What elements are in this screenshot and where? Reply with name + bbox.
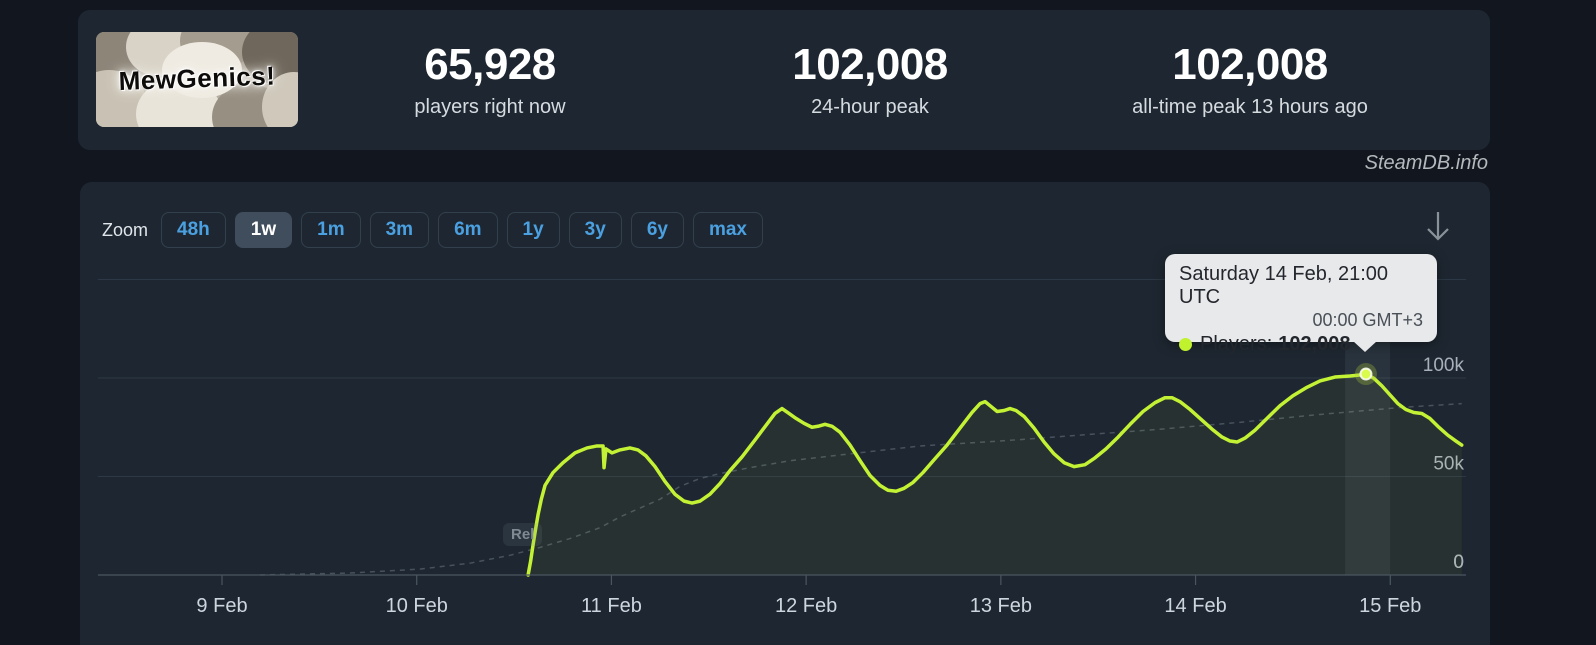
players-area-fill	[528, 374, 1462, 575]
current-players-label: players right now	[414, 95, 566, 118]
x-axis-label: 13 Feb	[970, 595, 1032, 617]
capsule-art-blob	[162, 42, 242, 98]
zoom-range-button-max[interactable]: max	[692, 212, 763, 248]
series-color-dot-icon	[1179, 338, 1192, 351]
y-axis-label: 0	[1453, 552, 1464, 573]
stat-24h-peak: 102,008 24-hour peak	[680, 40, 1060, 118]
zoom-range-button-1m[interactable]: 1m	[301, 212, 361, 248]
x-axis-label: 9 Feb	[196, 595, 247, 617]
header-panel: MewGenics! 65,928 players right now 102,…	[78, 10, 1490, 150]
stats-row: 65,928 players right now 102,008 24-hour…	[300, 10, 1440, 150]
alltime-peak-value: 102,008	[1172, 40, 1328, 90]
zoom-range-button-1y[interactable]: 1y	[506, 212, 560, 248]
tooltip-players-value: 102,008	[1278, 333, 1351, 355]
zoom-label: Zoom	[102, 219, 149, 240]
release-marker-badge: Rel	[503, 523, 543, 546]
tooltip-players-row: Players: 102,008	[1179, 333, 1423, 356]
players-line	[526, 372, 1464, 577]
game-title: MewGenics!	[118, 60, 276, 96]
y-axis-label-zero: 0	[1453, 552, 1464, 573]
steamdb-credit: SteamDB.info	[1364, 152, 1488, 174]
stat-current-players: 65,928 players right now	[300, 40, 680, 118]
x-axis-label: 15 Feb	[1359, 595, 1421, 617]
stat-alltime-peak: 102,008 all-time peak 13 hours ago	[1060, 40, 1440, 118]
y-axis-label: 100k	[1423, 355, 1465, 376]
zoom-range-button-48h[interactable]: 48h	[161, 212, 226, 248]
download-chart-icon[interactable]	[1423, 208, 1453, 251]
zoom-range-button-1w[interactable]: 1w	[234, 212, 293, 248]
zoom-range-button-6m[interactable]: 6m	[438, 212, 498, 248]
alltime-peak-label: all-time peak 13 hours ago	[1132, 95, 1368, 118]
hover-marker-dot[interactable]	[1359, 367, 1373, 381]
tooltip-series-label: Players:	[1200, 333, 1273, 355]
zoom-range-button-3m[interactable]: 3m	[369, 212, 430, 248]
x-axis-label: 14 Feb	[1164, 595, 1226, 617]
zoom-range-button-6y[interactable]: 6y	[630, 212, 684, 248]
y-axis-label: 50k	[1433, 454, 1464, 475]
chart-tooltip: Saturday 14 Feb, 21:00 UTC 00:00 GMT+3 P…	[1165, 254, 1437, 355]
x-axis-label: 11 Feb	[581, 595, 642, 617]
peak-24h-label: 24-hour peak	[811, 95, 929, 118]
peak-24h-value: 102,008	[792, 40, 948, 90]
trend-dashed-line	[259, 402, 1462, 576]
tooltip-local-time: 00:00 GMT+3	[1312, 310, 1423, 330]
tooltip-datetime: Saturday 14 Feb, 21:00 UTC	[1179, 263, 1389, 308]
zoom-range-button-3y[interactable]: 3y	[568, 212, 622, 248]
zoom-range-toolbar: Zoom 48h 1w 1m 3m 6m 1y 3y 6y max	[102, 212, 763, 248]
x-axis-label: 10 Feb	[386, 595, 448, 617]
x-axis-label: 12 Feb	[775, 595, 837, 617]
chart-panel: Zoom 48h 1w 1m 3m 6m 1y 3y 6y max 0 50k 10…	[80, 182, 1490, 645]
game-capsule-image[interactable]: MewGenics!	[96, 32, 298, 127]
current-players-value: 65,928	[424, 40, 556, 90]
